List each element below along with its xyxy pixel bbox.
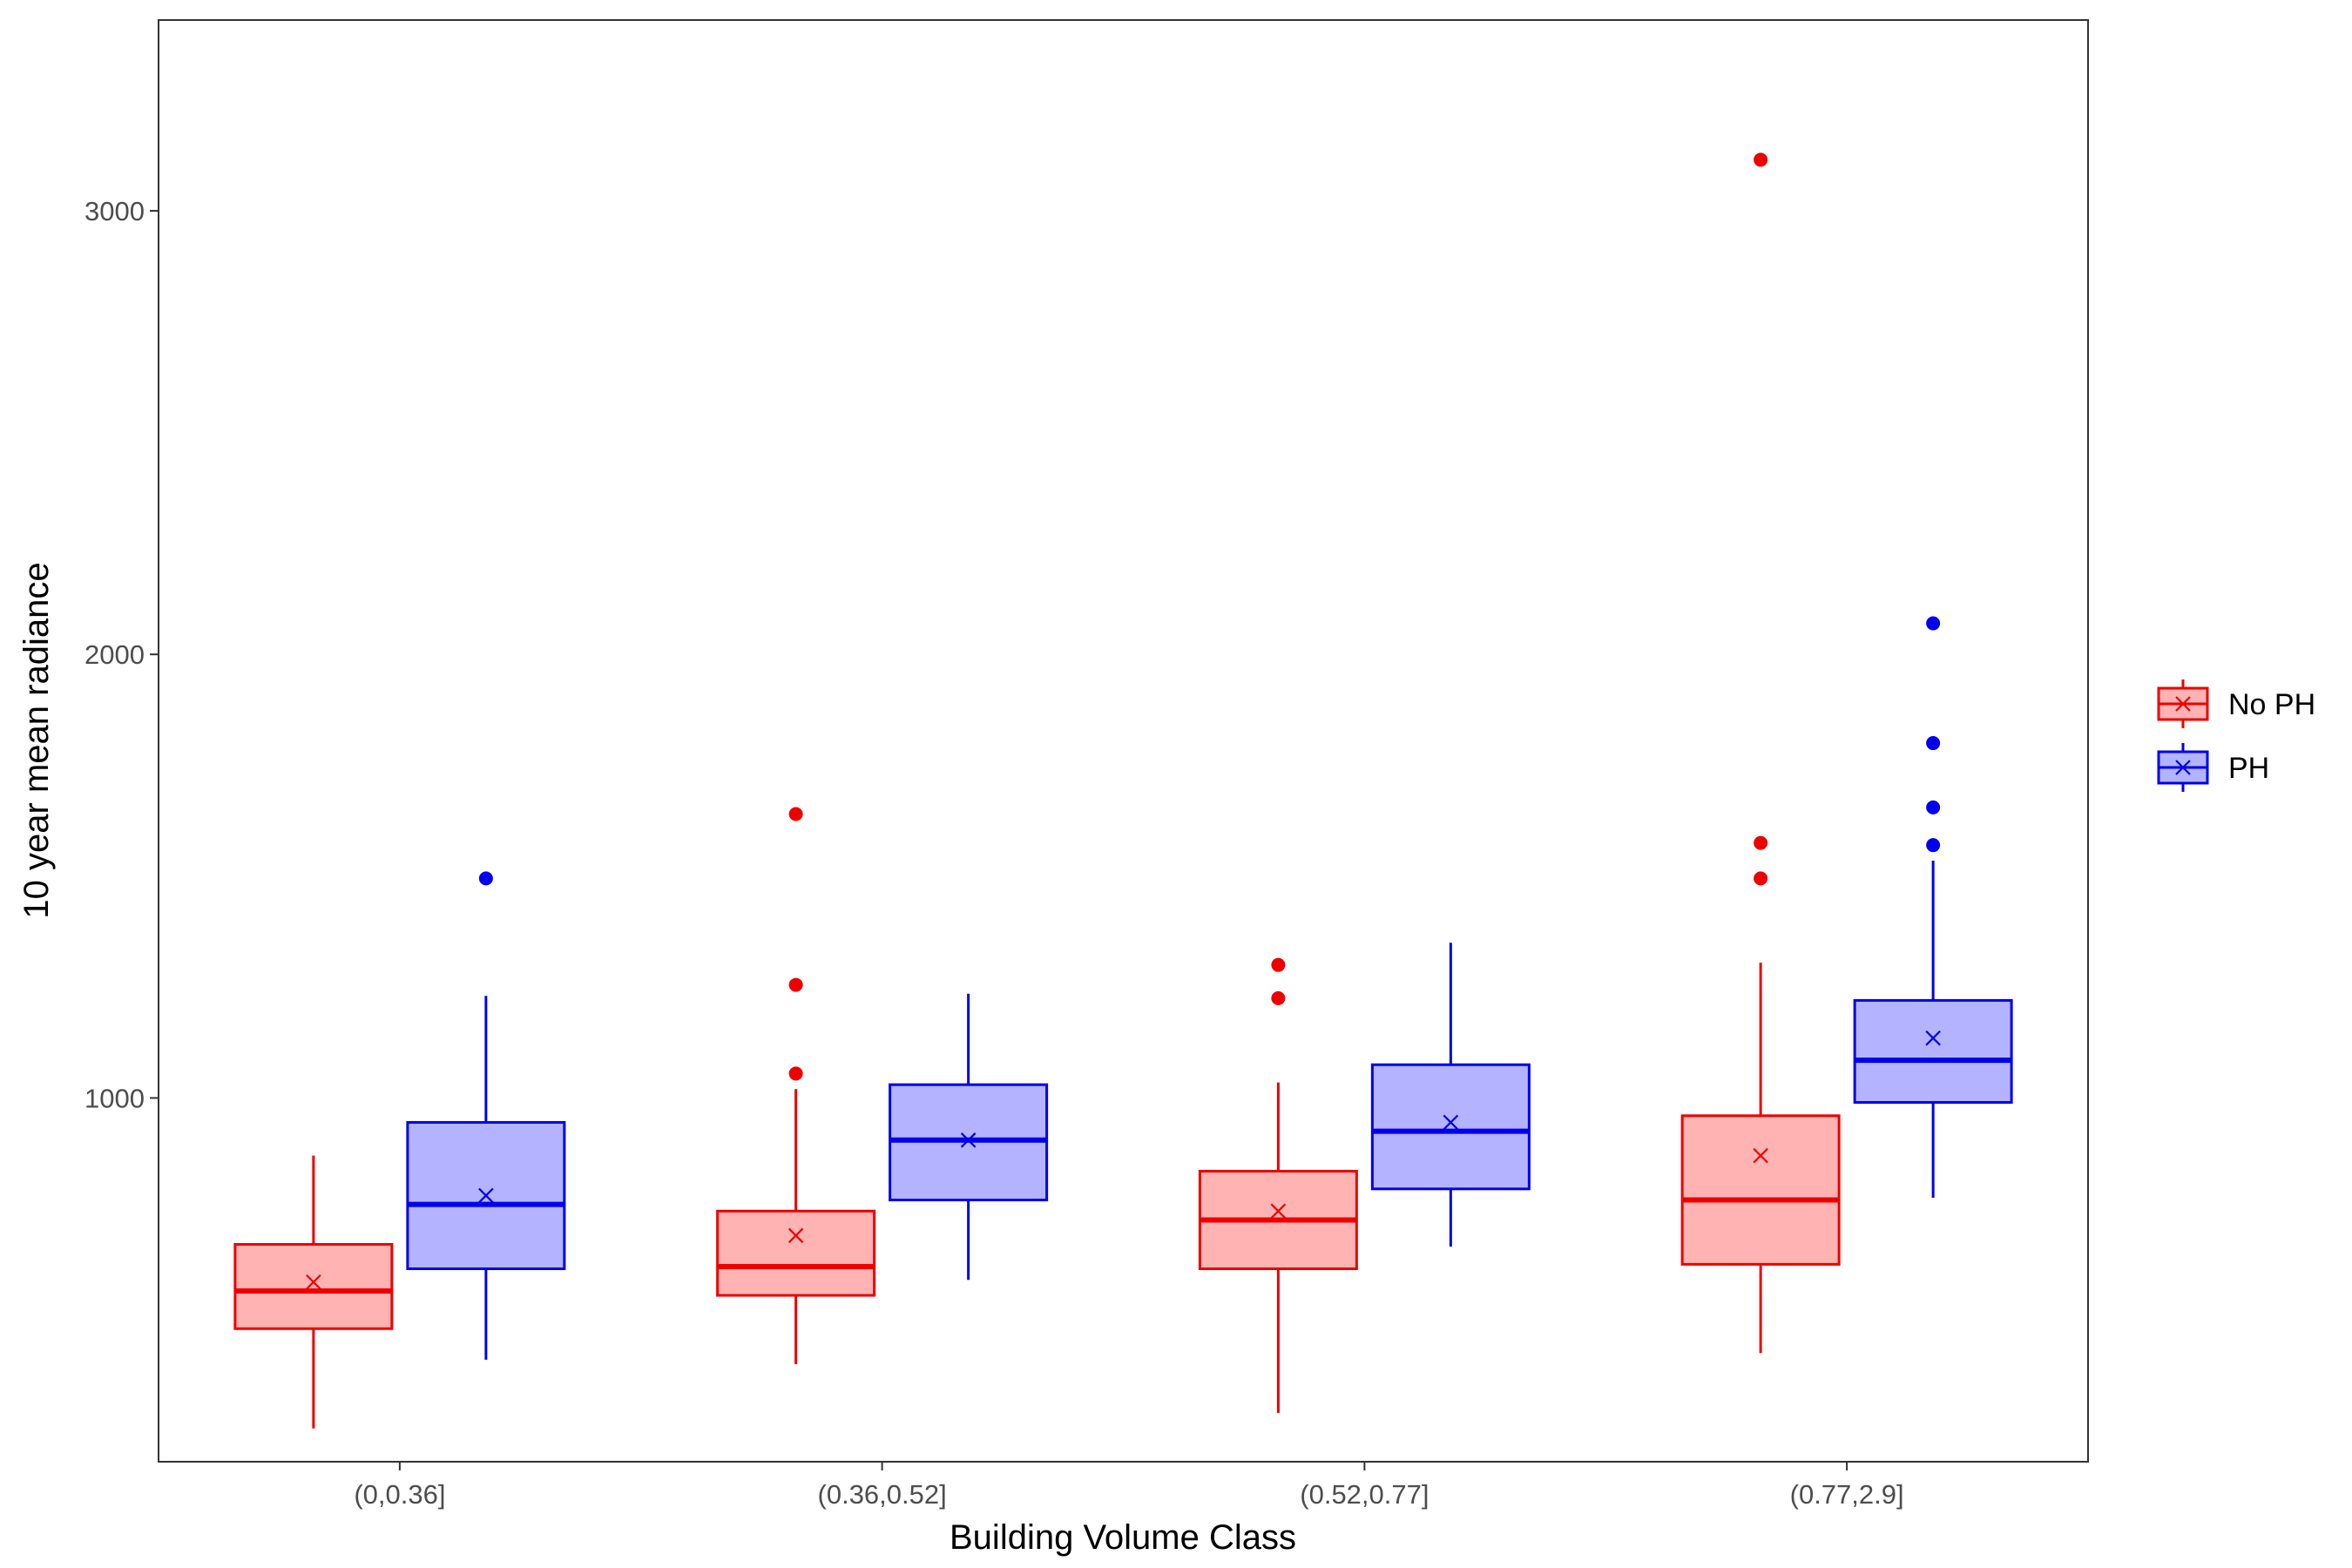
mean-marker <box>960 1132 977 1148</box>
box-group <box>1680 152 1841 1354</box>
mean-marker <box>1443 1114 1459 1131</box>
outlier-point <box>1271 957 1286 972</box>
legend-key-mean <box>2175 760 2191 775</box>
mean-marker <box>478 1187 494 1204</box>
x-axis-title: Building Volume Class <box>950 1518 1296 1557</box>
outlier-point <box>1754 871 1768 886</box>
panel-border <box>158 19 2089 1463</box>
box-group <box>1370 943 1531 1247</box>
box <box>716 1209 876 1297</box>
box-group <box>406 871 566 1360</box>
plot-area <box>233 152 2013 1429</box>
x-tick-label: (0.36,0.52] <box>818 1479 947 1510</box>
x-tick-label: (0.52,0.77] <box>1300 1479 1429 1510</box>
outlier-point <box>1926 736 1941 751</box>
outlier-point <box>1926 616 1941 631</box>
box <box>1680 1114 1841 1266</box>
box-group <box>233 1155 394 1429</box>
outlier-point <box>1754 152 1768 167</box>
outlier-point <box>1926 838 1941 853</box>
box-group <box>1853 616 2013 1199</box>
box-group <box>716 807 876 1364</box>
x-tick-label: (0.77,2.9] <box>1790 1479 1904 1510</box>
outlier-point <box>788 977 803 992</box>
mean-marker <box>1925 1030 1941 1046</box>
y-tick-label: 2000 <box>84 639 145 670</box>
x-tick-label: (0,0.36] <box>354 1479 445 1510</box>
mean-marker <box>1753 1147 1768 1164</box>
box <box>1370 1063 1531 1191</box>
legend-item: PH <box>2157 743 2269 792</box>
outlier-point <box>1754 835 1768 850</box>
y-tick-label: 3000 <box>84 196 145 226</box>
mean-marker <box>1270 1203 1287 1220</box>
legend: No PH PH <box>2157 679 2315 792</box>
box-group <box>1198 957 1358 1413</box>
x-axis: (0,0.36] (0.36,0.52] (0.52,0.77] (0.77,2.9] <box>354 1462 1904 1510</box>
box <box>233 1242 394 1330</box>
y-axis-title: 10 year mean radiance <box>17 562 56 918</box>
legend-label: No PH <box>2228 688 2315 721</box>
legend-item: No PH <box>2157 679 2315 728</box>
outlier-point <box>1271 990 1286 1005</box>
legend-key-mean <box>2175 696 2191 712</box>
y-tick-label: 1000 <box>84 1083 145 1113</box>
legend-label: PH <box>2228 752 2269 785</box>
mean-marker <box>787 1227 804 1244</box>
outlier-point <box>478 871 493 886</box>
y-axis: 1000 2000 3000 <box>84 196 159 1113</box>
outlier-point <box>1926 800 1941 814</box>
box <box>1853 998 2013 1105</box>
outlier-point <box>788 1066 803 1081</box>
mean-marker <box>306 1274 321 1290</box>
box-group <box>889 993 1049 1281</box>
outlier-point <box>788 807 803 821</box>
